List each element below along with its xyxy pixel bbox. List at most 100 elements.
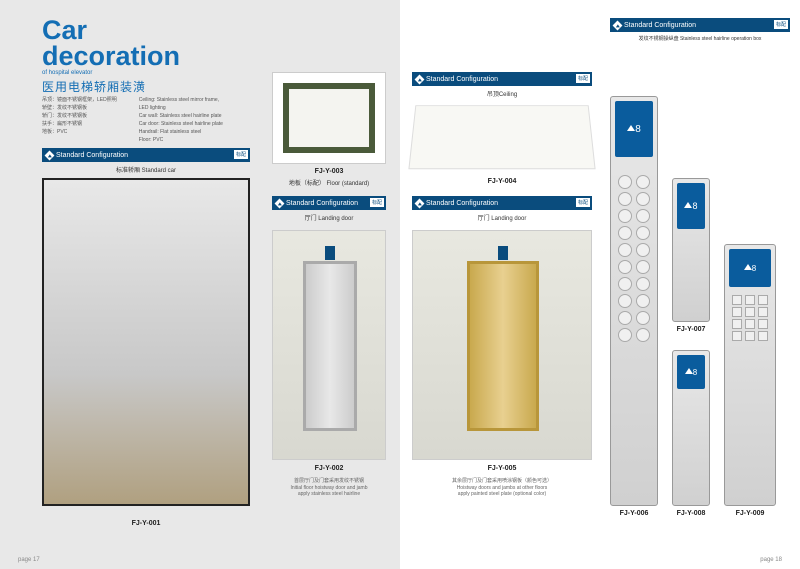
floor-button[interactable] (618, 328, 632, 342)
keypad-button[interactable] (732, 319, 742, 329)
keypad-button[interactable] (745, 331, 755, 341)
floor-number: 8 (693, 368, 697, 377)
keypad-button[interactable] (745, 295, 755, 305)
config-tag: 标配 (370, 198, 384, 207)
arrow-up-icon (685, 368, 693, 374)
panel-008: 8 (672, 350, 710, 506)
floor-button[interactable] (618, 226, 632, 240)
diamond-icon (415, 74, 425, 84)
floor-button[interactable] (636, 294, 650, 308)
config-bar-landing1: Standard Configuration标配 (272, 196, 386, 210)
keypad-button[interactable] (758, 331, 768, 341)
model-p007: FJ-Y-007 (672, 326, 710, 333)
floor-number: 8 (692, 201, 697, 211)
panel-display: 8 (677, 355, 705, 389)
spec-row: LED lighting (139, 104, 223, 112)
model-p006: FJ-Y-006 (610, 510, 658, 517)
config-tag: 标配 (576, 198, 590, 207)
config-bar-car: Standard Configuration 标配 (42, 148, 250, 162)
floor-button[interactable] (618, 294, 632, 308)
desc-land2: 其余层厅门及门套采用喷涂钢板（颜色可选） Hoistway doors and … (412, 478, 592, 498)
floor-button[interactable] (636, 209, 650, 223)
diamond-icon (45, 150, 55, 160)
spec-row: 地板：PVC (42, 128, 117, 136)
keypad-button[interactable] (745, 319, 755, 329)
floor-button[interactable] (618, 209, 632, 223)
floor-button[interactable] (636, 311, 650, 325)
spec-row: 扶手：扁形不锈钢 (42, 120, 117, 128)
config-label: Standard Configuration (56, 152, 128, 159)
keypad-button[interactable] (745, 307, 755, 317)
spec-row: Handrail: Flat stainless steel (139, 128, 223, 136)
keypad-button[interactable] (732, 307, 742, 317)
floor-button[interactable] (618, 175, 632, 189)
diamond-icon (275, 198, 285, 208)
title-sub-en: of hospital elevator (42, 70, 180, 76)
floor-button[interactable] (636, 226, 650, 240)
page-left: Car decoration of hospital elevator 医用电梯… (0, 0, 400, 569)
page-num-left: page 17 (18, 557, 40, 563)
floor-button[interactable] (618, 192, 632, 206)
ceiling-image (408, 105, 595, 169)
door-indicator (325, 246, 335, 260)
config-tag: 标配 (234, 150, 248, 159)
spec-row: 吊顶：镜面不锈钢框架，LED照明 (42, 96, 117, 104)
keypad-button[interactable] (758, 307, 768, 317)
config-label: Standard Configuration (624, 22, 696, 29)
floor-button[interactable] (618, 243, 632, 257)
diamond-icon (415, 198, 425, 208)
spec-row: Car door: Stainless steel hairline plate (139, 120, 223, 128)
door-silver (303, 261, 357, 431)
caption-ceiling: 吊顶Ceiling (412, 89, 592, 98)
caption-landing2: 厅门 Landing door (412, 213, 592, 222)
arrow-up-icon (744, 264, 752, 270)
panel-display: 8 (729, 249, 771, 287)
floor-button[interactable] (636, 243, 650, 257)
floor-button[interactable] (618, 260, 632, 274)
config-label: Standard Configuration (426, 76, 498, 83)
config-bar-opbox: Standard Configuration 标配 (610, 18, 790, 32)
title-en-2: decoration (42, 44, 180, 70)
model-land2: FJ-Y-005 (412, 465, 592, 472)
floor-button[interactable] (636, 277, 650, 291)
floor-image (272, 72, 386, 164)
panel-009: 8 (724, 244, 776, 506)
door-indicator (498, 246, 508, 260)
caption-opbox: 发纹不锈钢操纵盘 Stainless steel hairline operat… (610, 35, 790, 42)
car-image (42, 178, 250, 506)
spec-row: 轿壁：发纹不锈钢板 (42, 104, 117, 112)
arrow-up-icon (627, 125, 635, 131)
floor-button[interactable] (618, 277, 632, 291)
landing2-image (412, 230, 592, 460)
model-ceil: FJ-Y-004 (412, 178, 592, 185)
floor-button[interactable] (636, 328, 650, 342)
keypad-button[interactable] (758, 295, 768, 305)
config-bar-ceiling: Standard Configuration标配 (412, 72, 592, 86)
title-block: Car decoration of hospital elevator 医用电梯… (42, 18, 180, 95)
page-right: Standard Configuration 标配 吊顶Ceiling FJ-Y-… (400, 0, 800, 569)
floor-button[interactable] (618, 311, 632, 325)
floor-button[interactable] (636, 192, 650, 206)
floor-button[interactable] (636, 260, 650, 274)
model-land1: FJ-Y-002 (272, 465, 386, 472)
model-p009: FJ-Y-009 (724, 510, 776, 517)
panel-keypad (731, 295, 769, 341)
model-floor: FJ-Y-003 (272, 168, 386, 175)
title-en-1: Car (42, 18, 180, 44)
caption-floor: 地板（标配） Floor (standard) (272, 178, 386, 187)
keypad-button[interactable] (732, 331, 742, 341)
panel-display: 8 (677, 183, 705, 229)
specs-en: Ceiling: Stainless steel mirror frame, L… (139, 96, 223, 144)
title-zh: 医用电梯轿厢装潢 (42, 78, 180, 95)
keypad-button[interactable] (758, 319, 768, 329)
floor-number: 8 (635, 124, 641, 135)
floor-button[interactable] (636, 175, 650, 189)
config-label: Standard Configuration (426, 200, 498, 207)
config-tag: 标配 (774, 20, 788, 29)
floor-number: 8 (752, 264, 756, 273)
caption-landing1: 厅门 Landing door (272, 213, 386, 222)
panel-007: 8 (672, 178, 710, 322)
panel-display: 8 (615, 101, 653, 157)
keypad-button[interactable] (732, 295, 742, 305)
diamond-icon (613, 20, 623, 30)
